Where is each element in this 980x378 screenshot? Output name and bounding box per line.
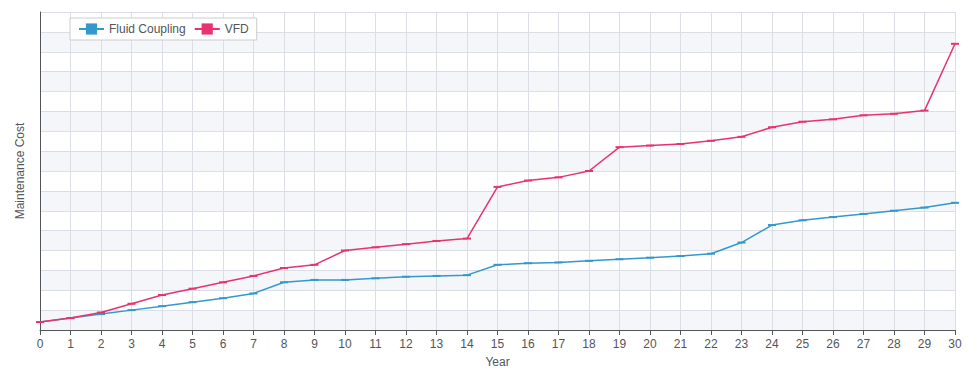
svg-text:12: 12 xyxy=(399,337,413,351)
svg-text:2: 2 xyxy=(98,337,105,351)
svg-text:20: 20 xyxy=(643,337,657,351)
svg-text:1: 1 xyxy=(67,337,74,351)
svg-text:Year: Year xyxy=(485,355,509,369)
svg-text:15: 15 xyxy=(491,337,505,351)
svg-text:26: 26 xyxy=(826,337,840,351)
svg-text:24: 24 xyxy=(765,337,779,351)
svg-text:Fluid Coupling: Fluid Coupling xyxy=(109,22,186,36)
svg-text:16: 16 xyxy=(521,337,535,351)
svg-text:28: 28 xyxy=(887,337,901,351)
svg-text:21: 21 xyxy=(674,337,688,351)
svg-text:13: 13 xyxy=(430,337,444,351)
svg-text:0: 0 xyxy=(37,337,44,351)
svg-text:17: 17 xyxy=(552,337,566,351)
svg-text:5: 5 xyxy=(189,337,196,351)
svg-text:19: 19 xyxy=(613,337,627,351)
svg-text:18: 18 xyxy=(582,337,596,351)
svg-text:10: 10 xyxy=(338,337,352,351)
svg-text:14: 14 xyxy=(460,337,474,351)
svg-text:8: 8 xyxy=(281,337,288,351)
svg-text:29: 29 xyxy=(918,337,932,351)
svg-text:3: 3 xyxy=(128,337,135,351)
svg-text:VFD: VFD xyxy=(225,22,249,36)
svg-text:30: 30 xyxy=(948,337,962,351)
svg-text:7: 7 xyxy=(250,337,257,351)
svg-text:11: 11 xyxy=(369,337,382,351)
svg-text:6: 6 xyxy=(220,337,227,351)
svg-text:25: 25 xyxy=(796,337,810,351)
svg-text:4: 4 xyxy=(159,337,166,351)
svg-text:9: 9 xyxy=(311,337,318,351)
svg-text:27: 27 xyxy=(857,337,871,351)
svg-text:Maintenance Cost: Maintenance Cost xyxy=(13,122,27,219)
svg-text:23: 23 xyxy=(735,337,749,351)
svg-text:22: 22 xyxy=(704,337,718,351)
